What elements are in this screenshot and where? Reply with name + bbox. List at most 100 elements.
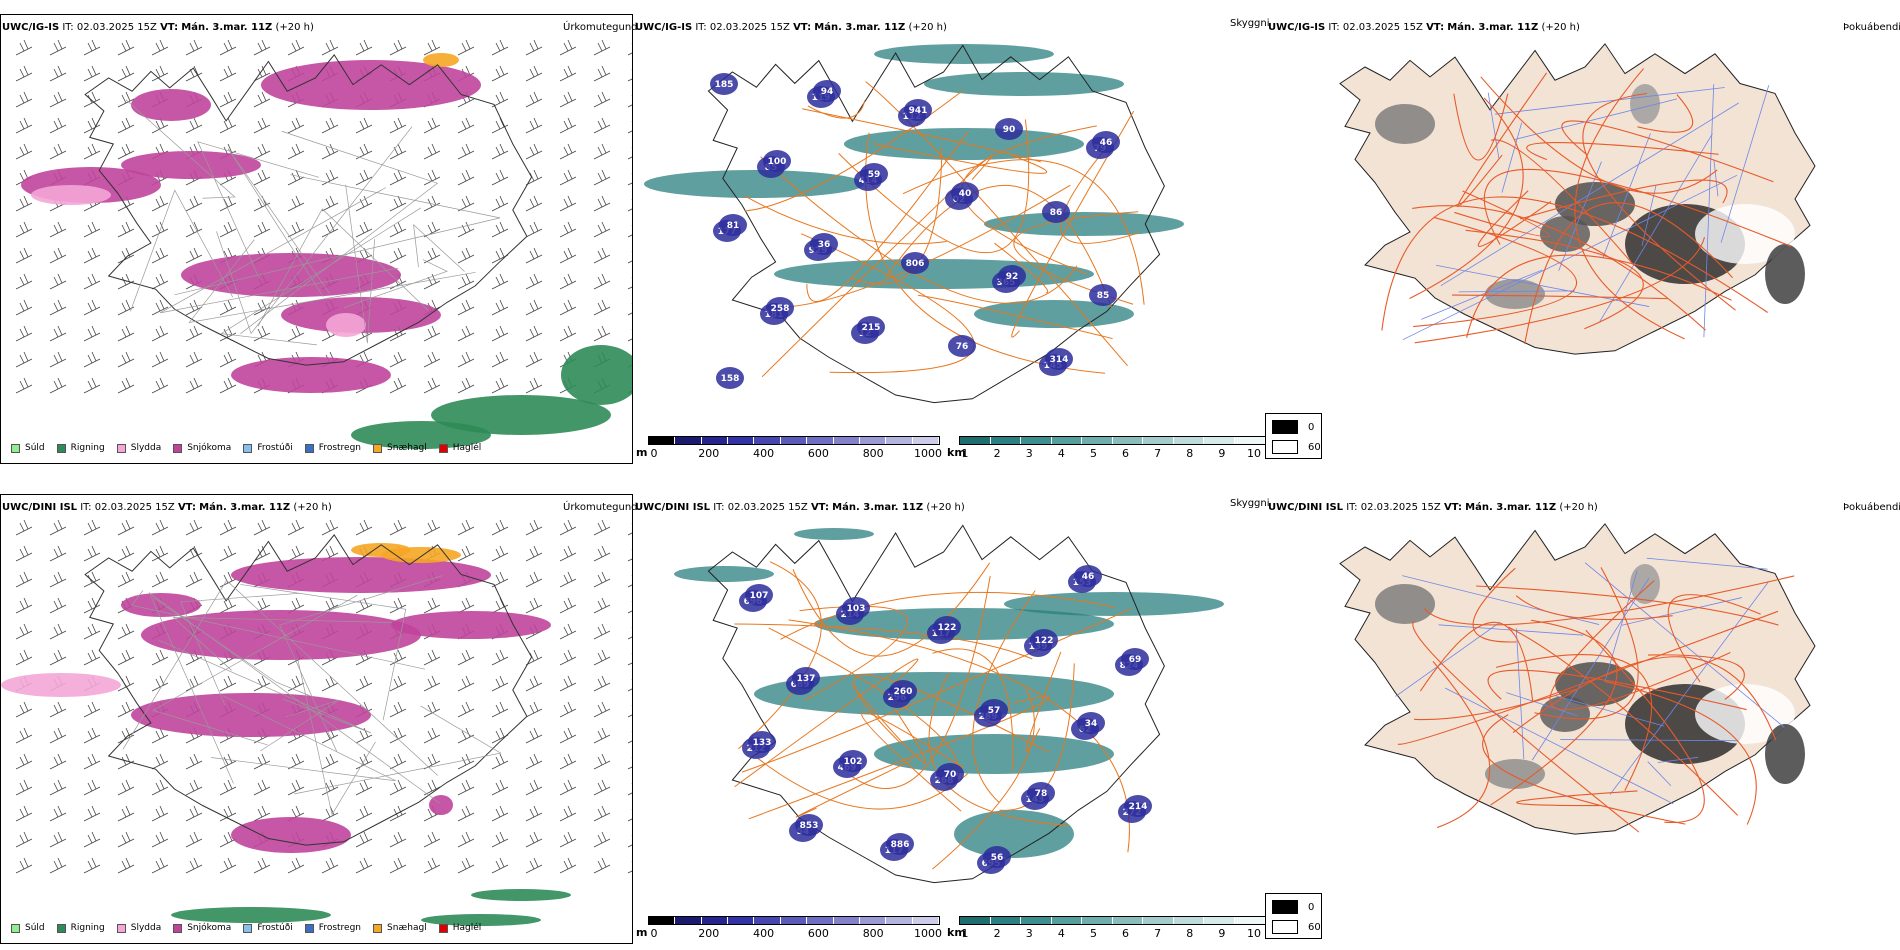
snow-depth-area xyxy=(745,584,773,606)
valid-label: VT: xyxy=(177,502,196,513)
visibility-legend-row2: 0 60 xyxy=(1265,893,1322,939)
fog-index-area xyxy=(1375,584,1435,624)
snow-depth-label: 806 xyxy=(906,259,925,269)
road-network xyxy=(1381,68,1792,345)
legend-value-light: 60 xyxy=(1308,441,1321,453)
legend-swatch xyxy=(11,923,20,933)
snow-depth-area xyxy=(904,99,932,121)
colorbar-swatch xyxy=(1021,437,1052,444)
cloud-base-area xyxy=(644,170,864,198)
legend-swatch xyxy=(56,443,66,453)
vis-header-row2: UWC/DINI ISL IT: 02.03.2025 15Z VT: Mán.… xyxy=(635,502,965,513)
snow-depth-label: 314 xyxy=(1050,355,1069,365)
legend-item: Snjókoma xyxy=(173,443,231,453)
legend-swatch xyxy=(304,443,314,453)
snow-depth-label: 215 xyxy=(862,323,881,333)
colorbar-tick: 10 xyxy=(1247,927,1261,940)
colorbar-swatch xyxy=(912,437,939,444)
colorbar-swatch xyxy=(1082,917,1113,924)
colorbar-tick: 0 xyxy=(650,927,658,940)
fog-header-row2: UWC/DINI ISL IT: 02.03.2025 15Z VT: Mán.… xyxy=(1268,502,1598,513)
colorbar-tick: 1000 xyxy=(914,927,942,940)
snow-depth-area xyxy=(842,597,870,619)
lead-time: (+20 h) xyxy=(908,22,947,33)
precip-type-title: Úrkomutegund xyxy=(563,22,638,33)
cloud-base-area xyxy=(874,44,1054,64)
colorbar-tick: 8 xyxy=(1186,927,1194,940)
snow-depth-area xyxy=(795,814,823,836)
colorbar-swatch xyxy=(1173,437,1204,444)
colorbar-swatch xyxy=(990,437,1021,444)
colorbar-tick: 6 xyxy=(1122,447,1130,460)
colorbar-tick: 600 xyxy=(807,927,829,940)
model-name: UWC/DINI ISL xyxy=(2,502,78,513)
snow-depth-label: 853 xyxy=(800,821,819,831)
legend-item: Rigning xyxy=(56,923,105,933)
snow-depth-label: 40 xyxy=(959,189,972,199)
snow-depth-label: 34 xyxy=(1085,719,1098,729)
colorbar-swatch xyxy=(1021,917,1052,924)
visibility-map-row2: 6966894691171172891431538242125421429626… xyxy=(674,524,1224,884)
legend-item: Haglél xyxy=(438,923,481,933)
legend-label: Súld xyxy=(25,443,45,453)
snow-depth-label: 92 xyxy=(1006,272,1019,282)
coastline xyxy=(84,534,533,846)
precip-area xyxy=(471,889,571,901)
valid-label: VT: xyxy=(810,502,829,513)
precip-area xyxy=(391,611,551,639)
road-network xyxy=(125,99,501,346)
lead-time: (+20 h) xyxy=(275,22,314,33)
road-network xyxy=(1397,567,1795,833)
colorbar-tick: 800 xyxy=(862,927,884,940)
legend-label: Frostregn xyxy=(318,923,362,933)
colorbar-strip xyxy=(648,916,940,925)
legend-item: Slydda xyxy=(116,923,161,933)
legend-item: Snjókoma xyxy=(173,923,231,933)
precip-area xyxy=(423,53,459,67)
colorbar-tick: 600 xyxy=(807,447,829,460)
visibility-title: Skyggni xyxy=(1230,18,1270,29)
fog-map-row1 xyxy=(1339,43,1816,355)
colorbar-tick: 0 xyxy=(650,447,658,460)
colorbar-strip xyxy=(648,436,940,445)
colorbar-swatch xyxy=(1051,437,1082,444)
visibility-map-row1: 1858592912112023651457917718111941480676… xyxy=(644,44,1184,404)
init-time: IT: 02.03.2025 15Z xyxy=(1328,22,1423,33)
snow-depth-area xyxy=(860,163,888,185)
legend-value-dark: 0 xyxy=(1308,421,1315,433)
snow-depth-label: 85 xyxy=(1097,291,1110,301)
snow-depth-label: 86 xyxy=(1050,208,1063,218)
colorbar-swatch xyxy=(912,917,939,924)
legend-item: Frostregn xyxy=(304,923,362,933)
snow-depth-colorbar-row1: m 0 200 400 600 800 1000 xyxy=(634,436,944,462)
colorbar-tick: 5 xyxy=(1089,927,1097,940)
colorbar-strip xyxy=(959,436,1266,445)
snow-depth-area xyxy=(889,680,917,702)
cloud-base-area xyxy=(794,528,874,540)
precip-area xyxy=(131,89,211,121)
colorbar-swatch xyxy=(675,917,702,924)
dark-box xyxy=(1272,420,1298,434)
legend-item: Snæhagl xyxy=(373,443,427,453)
precip-area xyxy=(351,421,491,449)
snow-depth-area xyxy=(1124,795,1152,817)
valid-label: VT: xyxy=(793,22,812,33)
cloud-base-area xyxy=(984,212,1184,236)
colorbar-swatch xyxy=(886,917,913,924)
snow-depth-area xyxy=(1092,131,1120,153)
cloud-base-area xyxy=(674,566,774,582)
fog-index-area xyxy=(1485,279,1545,309)
legend-label: Haglél xyxy=(452,443,482,453)
fog-index-area xyxy=(1765,724,1805,784)
colorbar-tick: 1000 xyxy=(914,447,942,460)
colorbar-tick: 2 xyxy=(993,447,1001,460)
snow-depth-area xyxy=(857,316,885,338)
snow-depth-label: 185 xyxy=(715,80,734,90)
legend-item: Súld xyxy=(11,923,45,933)
colorbar-swatch xyxy=(833,437,860,444)
snow-depth-label: 137 xyxy=(797,674,816,684)
fog-panel-row1 xyxy=(1265,14,1900,414)
coastline xyxy=(707,44,1165,404)
colorbar-swatch xyxy=(886,437,913,444)
legend-swatch xyxy=(373,923,383,933)
